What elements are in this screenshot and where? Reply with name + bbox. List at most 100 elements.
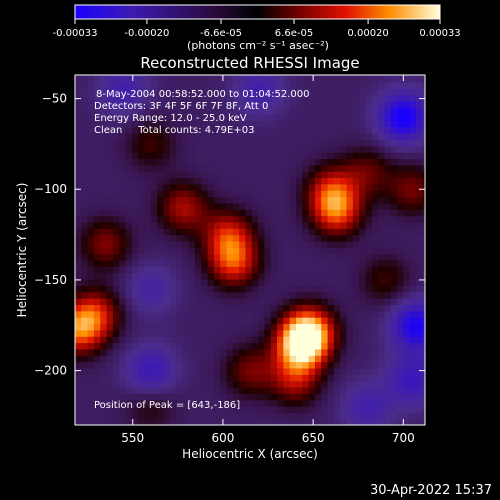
heatmap-cell (239, 133, 247, 140)
heatmap-cell (378, 342, 385, 350)
heatmap-cell (264, 285, 272, 293)
heatmap-cell (321, 133, 329, 140)
heatmap-cell (422, 82, 425, 90)
heatmap-cell (144, 228, 152, 236)
heatmap-cell (226, 164, 234, 172)
heatmap-cell (314, 323, 322, 331)
heatmap-cell (144, 323, 152, 331)
heatmap-cell (314, 253, 322, 261)
heatmap-cell (308, 209, 316, 217)
heatmap-cell (397, 152, 404, 160)
heatmap-cell (201, 221, 209, 229)
heatmap-cell (352, 386, 360, 394)
heatmap-cell (277, 355, 284, 363)
heatmap-cell (264, 133, 272, 140)
heatmap-cell (220, 298, 228, 306)
heatmap-cell (415, 285, 423, 293)
heatmap-cell (346, 374, 354, 382)
heatmap-cell (182, 107, 190, 115)
heatmap-cell (188, 158, 196, 166)
heatmap-cell (415, 367, 423, 375)
heatmap-cell (365, 196, 373, 204)
heatmap-cell (144, 75, 152, 83)
heatmap-cell (308, 139, 316, 147)
heatmap-cell (289, 342, 297, 350)
heatmap-cell (93, 253, 101, 261)
heatmap-cell (289, 158, 297, 166)
heatmap-cell (220, 234, 228, 242)
heatmap-cell (333, 380, 341, 388)
heatmap-cell (207, 342, 215, 350)
heatmap-cell (289, 94, 297, 102)
heatmap-cell (289, 196, 297, 204)
heatmap-cell (119, 272, 127, 280)
heatmap-cell (314, 240, 322, 248)
heatmap-cell (144, 399, 152, 407)
heatmap-cell (378, 75, 385, 83)
heatmap-cell (321, 279, 329, 286)
heatmap-cell (346, 209, 354, 217)
heatmap-cell (251, 247, 259, 255)
heatmap-cell (163, 405, 171, 413)
heatmap-cell (106, 393, 114, 401)
heatmap-cell (150, 209, 158, 217)
heatmap-cell (415, 272, 423, 280)
heatmap-cell (207, 418, 215, 425)
heatmap-cell (213, 298, 221, 306)
heatmap-cell (415, 107, 423, 115)
heatmap-cell (371, 279, 379, 286)
heatmap-cell (390, 183, 398, 191)
heatmap-cell (321, 298, 329, 306)
heatmap-cell (270, 253, 278, 261)
heatmap-cell (264, 291, 272, 299)
heatmap-cell (169, 304, 177, 312)
heatmap-cell (378, 183, 385, 191)
heatmap-cell (289, 405, 297, 413)
heatmap-cell (232, 304, 240, 312)
heatmap-cell (220, 412, 228, 420)
heatmap-cell (277, 171, 284, 179)
heatmap-cell (264, 164, 272, 172)
heatmap-cell (251, 380, 259, 388)
heatmap-cell (163, 247, 171, 255)
heatmap-cell (359, 94, 367, 102)
heatmap-cell (264, 240, 272, 248)
heatmap-cell (277, 152, 284, 160)
heatmap-cell (327, 164, 335, 172)
heatmap-cell (409, 209, 417, 217)
heatmap-cell (220, 75, 228, 77)
heatmap-cell (87, 367, 95, 375)
heatmap-cell (346, 367, 354, 375)
heatmap-cell (239, 348, 247, 356)
heatmap-cell (144, 152, 152, 160)
heatmap-cell (352, 196, 360, 204)
heatmap-cell (359, 247, 367, 255)
heatmap-cell (106, 133, 114, 140)
heatmap-cell (359, 374, 367, 382)
heatmap-cell (188, 88, 196, 96)
heatmap-cell (258, 418, 266, 425)
heatmap-cell (321, 240, 329, 248)
heatmap-cell (93, 291, 101, 299)
heatmap-cell (371, 101, 379, 109)
heatmap-cell (409, 298, 417, 306)
heatmap-cell (169, 272, 177, 280)
heatmap-cell (245, 196, 253, 204)
heatmap-cell (188, 145, 196, 153)
heatmap-cell (270, 329, 278, 337)
heatmap-cell (289, 209, 297, 217)
heatmap-cell (245, 386, 253, 394)
heatmap-cell (207, 291, 215, 299)
heatmap-cell (302, 418, 310, 425)
heatmap-cell (150, 291, 158, 299)
heatmap-cell (378, 336, 385, 344)
heatmap-cell (390, 120, 398, 128)
heatmap-cell (270, 145, 278, 153)
heatmap-cell (314, 247, 322, 255)
heatmap-cell (182, 221, 190, 229)
heatmap-cell (378, 113, 385, 121)
heatmap-cell (296, 386, 303, 394)
heatmap-cell (232, 113, 240, 121)
heatmap-cell (270, 285, 278, 293)
heatmap-cell (93, 152, 101, 160)
